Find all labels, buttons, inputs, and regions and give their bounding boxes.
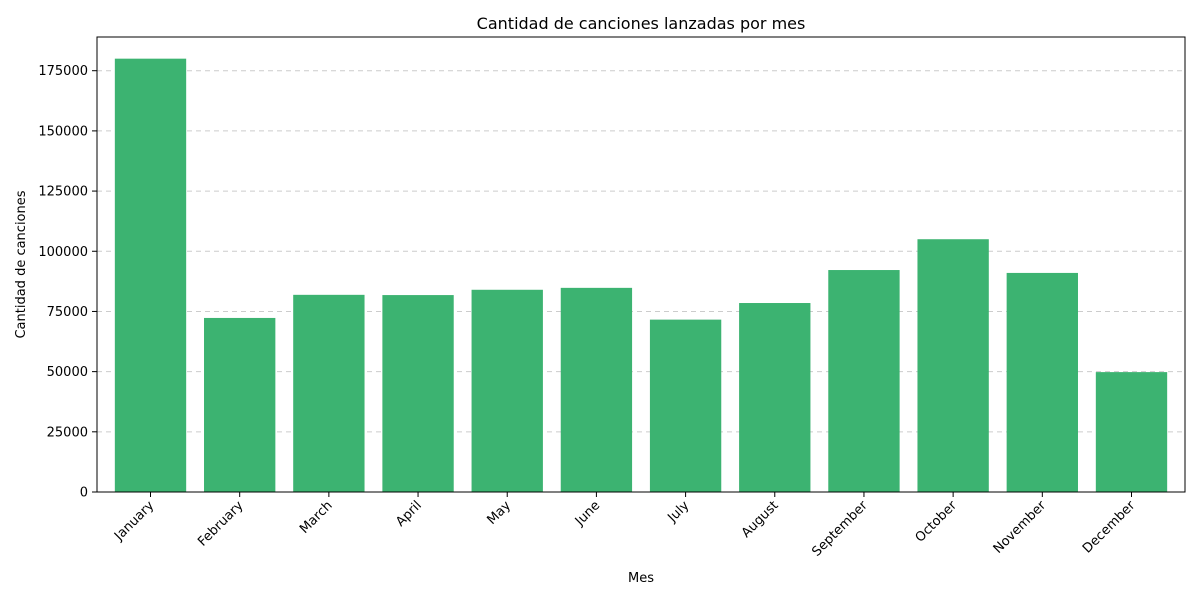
y-tick-label: 175000: [38, 64, 88, 79]
y-tick-label: 75000: [47, 305, 88, 320]
bar-november: [1006, 272, 1078, 492]
y-tick-label: 125000: [38, 185, 88, 200]
x-axis-ticks: January February March April May June July Augu…: [111, 492, 1139, 560]
y-tick-label: 25000: [47, 425, 88, 440]
gridlines: [97, 70, 1185, 433]
bar-february: [204, 317, 276, 492]
bar-march: [293, 294, 365, 492]
y-tick-label: 150000: [38, 124, 88, 139]
x-tick-label: April: [393, 498, 425, 530]
bar-may: [471, 289, 543, 492]
x-tick-label: January: [111, 498, 157, 544]
plot-frame: [96, 36, 1186, 493]
y-axis-ticks: 0 25000 50000 75000 100000 125000 150000 175000: [38, 64, 97, 501]
x-tick-label: November: [991, 498, 1050, 557]
y-tick-label: 100000: [38, 245, 88, 260]
bar-april: [382, 295, 454, 492]
bar-october: [917, 239, 989, 492]
x-axis-title: Mes: [628, 571, 654, 586]
x-tick-label: May: [484, 498, 514, 528]
chart-title: Cantidad de canciones lanzadas por mes: [477, 14, 806, 33]
bar-june: [560, 287, 633, 492]
x-tick-label: March: [297, 498, 336, 537]
bar-september: [828, 270, 900, 492]
x-tick-label: September: [809, 498, 871, 560]
x-tick-label: August: [739, 498, 782, 541]
y-tick-label: 0: [80, 486, 88, 501]
bar-december: [1095, 372, 1168, 492]
x-tick-label: February: [195, 498, 247, 550]
x-tick-label: December: [1080, 498, 1139, 557]
bar-july: [649, 319, 722, 492]
x-tick-label: July: [665, 498, 693, 526]
y-tick-label: 50000: [47, 365, 88, 380]
x-tick-label: June: [572, 498, 603, 529]
x-tick-label: October: [913, 498, 961, 546]
bar-january: [114, 58, 187, 493]
bar-august: [739, 303, 811, 492]
bars: [114, 58, 1168, 493]
y-axis-title: Cantidad de canciones: [14, 190, 29, 338]
